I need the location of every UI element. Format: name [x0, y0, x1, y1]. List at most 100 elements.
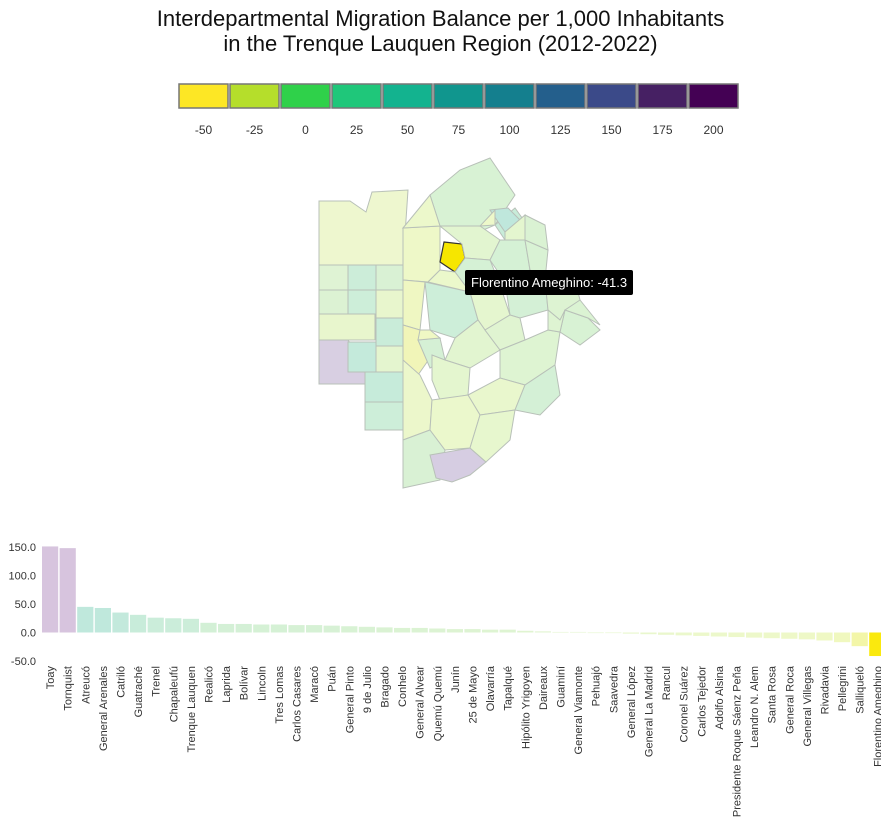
y-tick-label: 50.0	[15, 599, 36, 611]
x-tick-label: Leandro N. Alem	[749, 666, 761, 748]
bar[interactable]	[358, 626, 375, 633]
region-conhelo[interactable]	[318, 289, 349, 315]
region-atreuco[interactable]	[347, 341, 377, 373]
bar[interactable]	[834, 632, 851, 643]
bar[interactable]	[59, 548, 76, 633]
bar[interactable]	[464, 629, 481, 633]
region-saavedra[interactable]	[469, 409, 516, 463]
bar[interactable]	[675, 632, 692, 636]
bar[interactable]	[816, 632, 833, 641]
bar[interactable]	[42, 546, 59, 633]
region-pellegrini[interactable]	[402, 279, 426, 331]
bar[interactable]	[622, 632, 639, 634]
bar[interactable]	[798, 632, 815, 640]
region-rivadavia[interactable]	[417, 329, 442, 341]
x-tick-label: General Alvear	[415, 666, 427, 739]
bar[interactable]	[218, 623, 235, 633]
x-tick-label: Tapalqué	[503, 666, 515, 711]
bar[interactable]	[499, 629, 516, 633]
region-santa-rosa[interactable]	[318, 313, 376, 341]
region-carlos-tejedor[interactable]	[401, 193, 441, 229]
bar[interactable]	[200, 622, 217, 633]
region-realico[interactable]	[318, 189, 409, 266]
region-general-villegas[interactable]	[402, 225, 441, 283]
bar[interactable]	[552, 631, 569, 633]
region-rancul[interactable]	[375, 289, 404, 319]
bar[interactable]	[270, 624, 287, 633]
region-laprida[interactable]	[514, 364, 561, 416]
bar[interactable]	[658, 632, 675, 635]
x-tick-label: Rancul	[661, 666, 673, 700]
x-tick-label: Trenque Lauquen	[186, 666, 198, 752]
bar[interactable]	[429, 628, 446, 633]
bar[interactable]	[411, 627, 428, 633]
bar[interactable]	[323, 625, 340, 633]
x-tick-label: Conhelo	[397, 666, 409, 707]
colorbar-swatch	[688, 83, 739, 109]
region-general-viamonte[interactable]	[504, 213, 526, 241]
bar[interactable]	[534, 631, 551, 633]
region-maraco[interactable]	[347, 264, 377, 291]
x-tick-label: General Roca	[784, 665, 796, 734]
colorbar-swatch	[280, 83, 331, 109]
x-tick-label: Florentino Ameghino	[872, 666, 881, 767]
bar[interactable]	[253, 624, 270, 633]
bar[interactable]	[182, 618, 199, 633]
bar[interactable]	[570, 631, 587, 633]
bar[interactable]	[605, 632, 622, 634]
bar[interactable]	[165, 618, 182, 633]
colorbar-swatch	[178, 83, 229, 109]
bar[interactable]	[341, 626, 358, 633]
region-hucal[interactable]	[364, 401, 404, 431]
x-tick-label: Adolfo Alsina	[714, 665, 726, 729]
x-tick-label: General Villegas	[802, 666, 814, 747]
bar[interactable]	[482, 629, 499, 633]
bar[interactable]	[693, 632, 710, 636]
bar[interactable]	[446, 629, 463, 633]
bar[interactable]	[147, 617, 164, 633]
region-guatrache[interactable]	[364, 371, 404, 403]
bar[interactable]	[77, 606, 94, 633]
region-trenel[interactable]	[318, 264, 349, 291]
region-hipolito-yrigoyen[interactable]	[484, 314, 526, 351]
bar[interactable]	[640, 632, 657, 635]
bar[interactable]	[781, 632, 798, 639]
bar[interactable]	[869, 632, 881, 657]
bar[interactable]	[130, 614, 147, 633]
x-tick-label: Hipólito Yrigoyen	[520, 666, 532, 749]
bar[interactable]	[112, 612, 129, 633]
region-quemu-quemu[interactable]	[375, 264, 404, 291]
choropleth-map[interactable]	[318, 157, 601, 489]
bar[interactable]	[94, 607, 111, 633]
bar[interactable]	[517, 630, 534, 633]
x-tick-label: Pehuajó	[591, 666, 603, 706]
bar[interactable]	[746, 632, 763, 638]
region-roque-saenz-pena[interactable]	[478, 208, 496, 227]
bar[interactable]	[710, 632, 727, 637]
region-general-alvear[interactable]	[563, 299, 601, 326]
bar[interactable]	[376, 627, 393, 633]
x-tick-label: General Pinto	[344, 666, 356, 733]
region-salliquelo[interactable]	[402, 324, 433, 376]
region-tapalque[interactable]	[547, 308, 566, 333]
region-chapaleufu[interactable]	[347, 289, 377, 315]
region-capital[interactable]	[375, 345, 404, 373]
x-tick-label: Daireaux	[538, 666, 550, 711]
x-tick-label: Laprida	[221, 665, 233, 703]
bar[interactable]	[851, 632, 868, 647]
colorbar-swatch	[535, 83, 586, 109]
x-tick-label: General Viamonte	[573, 666, 585, 754]
bar[interactable]	[235, 623, 252, 633]
tooltip: Florentino Ameghino: -41.3	[465, 270, 634, 295]
chart-title: Interdepartmental Migration Balance per …	[0, 6, 881, 56]
bar[interactable]	[394, 627, 411, 633]
bar[interactable]	[306, 625, 323, 633]
bar[interactable]	[728, 632, 745, 638]
bar[interactable]	[763, 632, 780, 639]
bars	[42, 546, 881, 657]
region-catrilo[interactable]	[375, 317, 404, 347]
colorbar-tick-label: 50	[401, 123, 415, 137]
bar[interactable]	[288, 625, 305, 633]
bar[interactable]	[587, 632, 604, 634]
colorbar-swatch	[331, 83, 382, 109]
